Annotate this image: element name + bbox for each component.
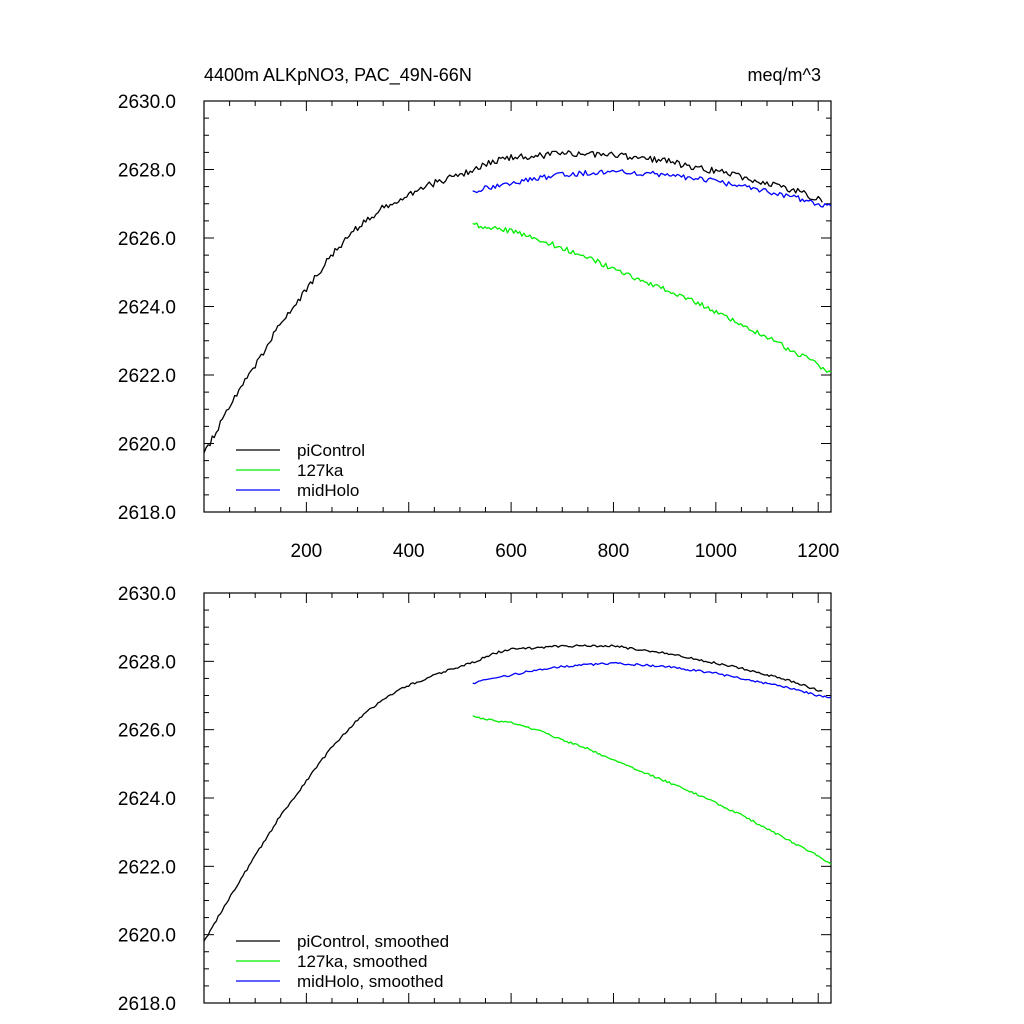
legend-label: 127ka, smoothed [297, 952, 427, 971]
y-tick-label: 2620.0 [118, 435, 176, 456]
x-tick-label: 1200 [797, 541, 839, 562]
legend-label: piControl, smoothed [297, 932, 449, 951]
y-tick-label: 2624.0 [118, 298, 176, 319]
x-tick-label: 200 [291, 541, 323, 562]
legend-label: midHolo [297, 481, 359, 500]
bottom-panel: 2618.0 2620.0 2622.0 2624.0 2626.0 2628.0 2630… [118, 584, 832, 1015]
series-line-midholo [472, 169, 832, 208]
x-tick-label: 600 [495, 541, 527, 562]
y-tick-label: 2622.0 [118, 366, 176, 387]
y-tick-label: 2626.0 [118, 229, 176, 250]
units-label: meq/m^3 [748, 65, 821, 85]
series-line-picontrol-smoothed [203, 644, 823, 942]
y-tick-label: 2618.0 [118, 503, 176, 524]
chart-title: 4400m ALKpNO3, PAC_49N-66N [204, 65, 472, 86]
top-panel: 2618.0 2620.0 2622.0 2624.0 2626.0 2628.0 2630… [118, 65, 839, 562]
series-line-picontrol [203, 150, 823, 454]
y-tick-label: 2628.0 [118, 652, 176, 673]
legend-label: piControl [297, 441, 365, 460]
series-line-midholo-smoothed [472, 661, 832, 699]
y-tick-label: 2624.0 [118, 789, 176, 810]
y-tick-label: 2618.0 [118, 994, 176, 1015]
legend-label: 127ka [297, 461, 344, 480]
y-tick-label: 2626.0 [118, 721, 176, 742]
y-tick-label: 2630.0 [118, 92, 176, 113]
x-tick-label: 1000 [695, 541, 737, 562]
legend-label: midHolo, smoothed [297, 972, 443, 991]
y-tick-label: 2628.0 [118, 161, 176, 182]
y-tick-label: 2622.0 [118, 857, 176, 878]
series-line-127ka [472, 222, 832, 374]
y-tick-label: 2630.0 [118, 584, 176, 605]
x-tick-label: 400 [393, 541, 425, 562]
series-line-127ka-smoothed [472, 715, 832, 865]
x-tick-label: 800 [598, 541, 630, 562]
y-tick-label: 2620.0 [118, 926, 176, 947]
